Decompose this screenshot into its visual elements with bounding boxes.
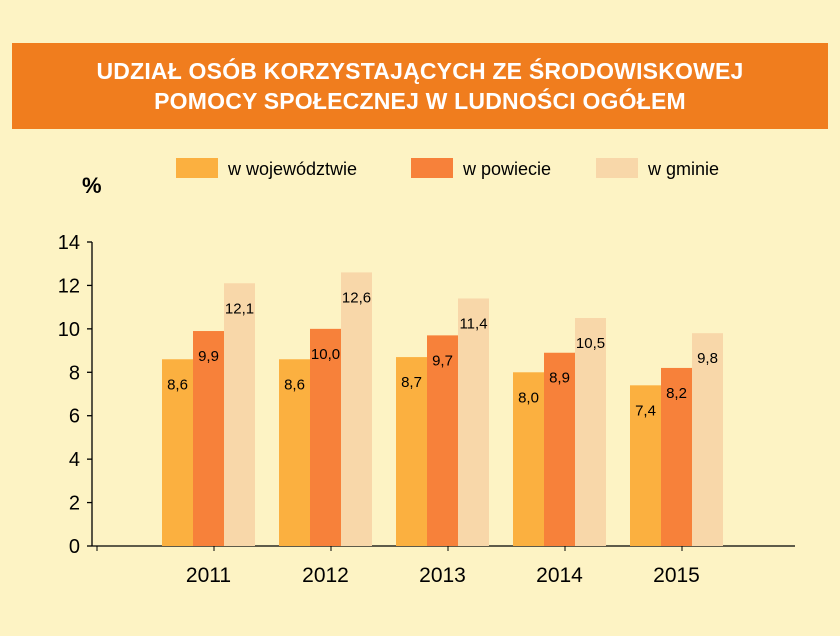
bar-2012-series-2 <box>310 328 341 546</box>
legend-label-1: w województwie <box>227 159 357 179</box>
chart-title-banner: UDZIAŁ OSÓB KORZYSTAJĄCYCH ZE ŚRODOWISKO… <box>12 43 828 129</box>
y-tick-label: 6 <box>69 406 80 428</box>
bar-2015-series-3 <box>692 333 723 546</box>
bar-2011-series-1 <box>162 359 193 546</box>
data-label-2011-series-2: 9,9 <box>198 348 219 365</box>
bar-2012-series-1 <box>279 359 310 546</box>
x-category-label-2012: 2012 <box>302 564 349 587</box>
data-label-2014-series-1: 8,0 <box>518 389 539 406</box>
bar-2011-series-2 <box>193 331 224 546</box>
y-tick-label: 12 <box>58 275 80 297</box>
data-label-2012-series-3: 12,6 <box>342 289 371 306</box>
chart-title-line-2: POMOCY SPOŁECZNEJ W LUDNOŚCI OGÓŁEM <box>154 88 686 114</box>
bar-2013-series-1 <box>396 357 427 546</box>
bar-2013-series-2 <box>427 335 458 546</box>
legend-swatch-2 <box>411 158 453 178</box>
x-category-label-2015: 2015 <box>653 564 700 587</box>
data-label-2015-series-2: 8,2 <box>666 385 687 402</box>
x-category-label-2011: 2011 <box>186 564 231 587</box>
data-label-2012-series-2: 10,0 <box>311 346 340 363</box>
y-tick-label: 10 <box>58 319 80 341</box>
legend-swatch-1 <box>176 158 218 178</box>
data-label-2013-series-1: 8,7 <box>401 374 422 391</box>
bar-2011-series-3 <box>224 283 255 546</box>
y-tick-label: 0 <box>69 536 80 558</box>
y-tick-label: 14 <box>58 232 80 254</box>
data-label-2013-series-3: 11,4 <box>459 315 487 332</box>
bar-2015-series-2 <box>661 367 692 546</box>
data-label-2015-series-1: 7,4 <box>635 402 656 419</box>
data-label-2014-series-3: 10,5 <box>576 335 605 352</box>
data-label-2011-series-1: 8,6 <box>167 376 188 393</box>
data-label-2015-series-3: 9,8 <box>697 350 718 367</box>
x-category-label-2013: 2013 <box>419 564 466 587</box>
y-axis-unit-label: % <box>82 173 102 198</box>
bar-2012-series-3 <box>341 272 372 546</box>
data-label-2012-series-1: 8,6 <box>284 376 305 393</box>
y-tick-label: 2 <box>69 493 80 515</box>
data-label-2011-series-3: 12,1 <box>225 300 254 317</box>
legend-label-3: w gminie <box>647 159 719 179</box>
x-category-label-2014: 2014 <box>536 564 583 587</box>
bar-2014-series-1 <box>513 372 544 546</box>
data-label-2013-series-2: 9,7 <box>432 352 453 369</box>
bar-2013-series-3 <box>458 298 489 546</box>
bar-2014-series-2 <box>544 352 575 546</box>
y-tick-label: 4 <box>69 449 80 471</box>
chart-title-line-1: UDZIAŁ OSÓB KORZYSTAJĄCYCH ZE ŚRODOWISKO… <box>96 58 744 84</box>
y-tick-label: 8 <box>69 362 80 384</box>
legend-label-2: w powiecie <box>462 159 551 179</box>
bar-2015-series-1 <box>630 385 661 546</box>
legend-swatch-3 <box>596 158 638 178</box>
bar-2014-series-3 <box>575 318 606 546</box>
data-label-2014-series-2: 8,9 <box>549 370 570 387</box>
